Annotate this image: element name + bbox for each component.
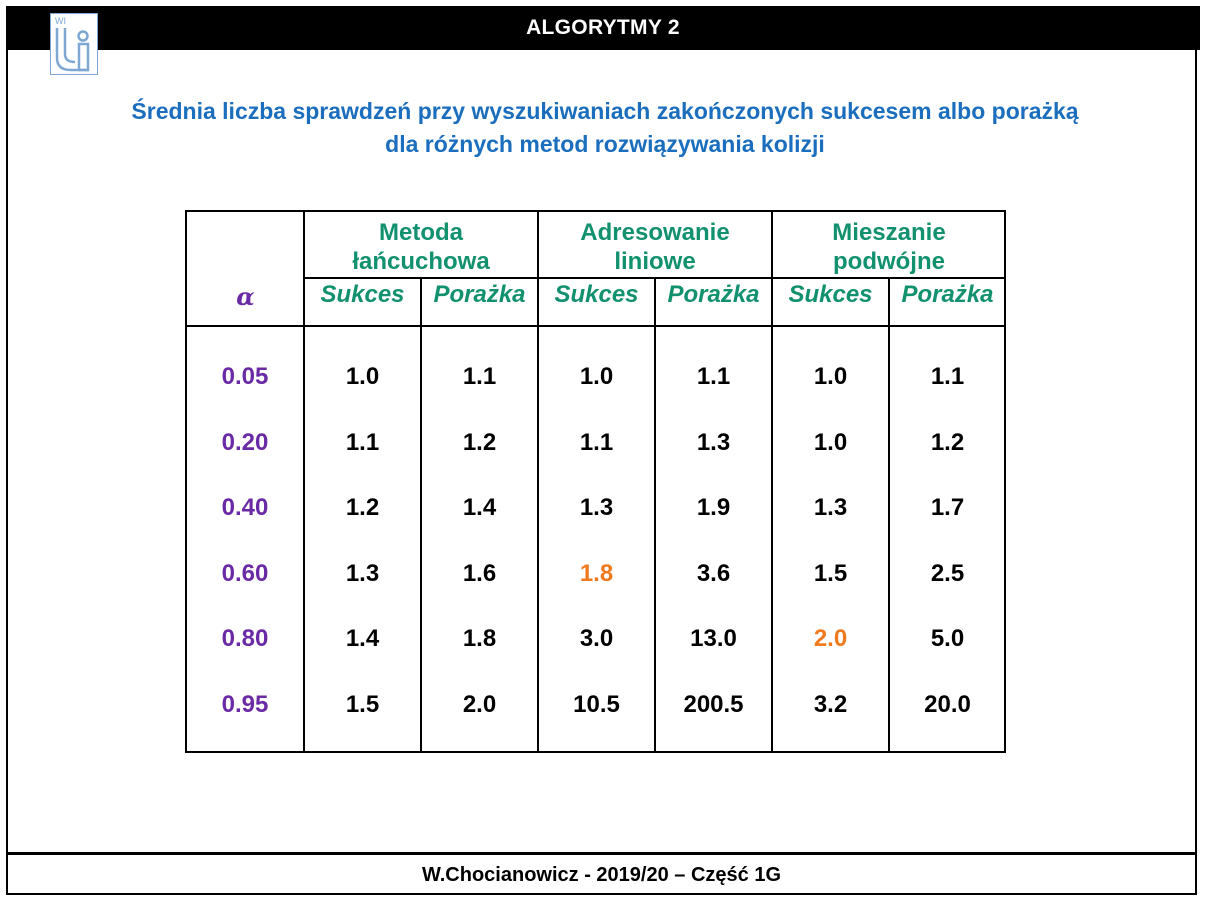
table-cell: 1.5 bbox=[345, 690, 380, 718]
group-header-line: podwójne bbox=[833, 248, 945, 275]
table-cell: 1.1 bbox=[930, 363, 965, 390]
subheader-failure: Porażka bbox=[433, 281, 526, 308]
table-cell: 1.1 bbox=[579, 428, 614, 456]
table-cell: 1.2 bbox=[345, 494, 380, 521]
group-header-double-hashing: Mieszanie podwójne bbox=[773, 216, 1005, 278]
table-divider bbox=[771, 212, 773, 751]
table-cell: 1.4 bbox=[462, 494, 497, 521]
alpha-value: 0.40 bbox=[221, 494, 269, 521]
slide-subtitle: Średnia liczba sprawdzeń przy wyszukiwan… bbox=[20, 95, 1190, 161]
table-cell: 1.1 bbox=[345, 428, 380, 456]
table-divider bbox=[187, 325, 1004, 327]
table-cell: 1.0 bbox=[813, 428, 848, 456]
table-cell: 1.0 bbox=[579, 363, 614, 390]
table-cell: 1.7 bbox=[930, 494, 965, 521]
table-cell: 13.0 bbox=[690, 625, 737, 652]
logo-text: WI bbox=[55, 16, 66, 26]
table-cell: 1.2 bbox=[930, 428, 965, 456]
slide-header-title: ALGORYTMY 2 bbox=[526, 16, 680, 39]
table-cell: 1.8 bbox=[579, 559, 614, 587]
table-cell: 5.0 bbox=[930, 625, 965, 652]
table-divider bbox=[537, 212, 539, 751]
table-cell: 1.5 bbox=[813, 559, 848, 587]
wi-logo: WI bbox=[50, 13, 98, 75]
alpha-header: α bbox=[236, 282, 255, 311]
alpha-value: 0.80 bbox=[221, 625, 269, 652]
table-divider bbox=[303, 277, 1006, 279]
subtitle-line-1: Średnia liczba sprawdzeń przy wyszukiwan… bbox=[131, 98, 1079, 124]
table-cell: 1.3 bbox=[696, 428, 731, 456]
alpha-value: 0.60 bbox=[221, 559, 269, 587]
table-cell: 1.4 bbox=[345, 625, 380, 652]
table-cell: 1.6 bbox=[462, 559, 497, 587]
group-header-linear-probing: Adresowanie liniowe bbox=[539, 216, 771, 278]
footer-text: W.Chocianowicz - 2019/20 – Część 1G bbox=[421, 863, 782, 886]
table-cell: 200.5 bbox=[683, 690, 744, 718]
group-header-line: łańcuchowa bbox=[352, 248, 490, 275]
table-divider bbox=[888, 278, 890, 751]
group-header-line: Metoda bbox=[379, 219, 463, 246]
subheader-success: Sukces bbox=[320, 281, 405, 308]
table-cell: 1.8 bbox=[462, 625, 497, 652]
alpha-value: 0.20 bbox=[221, 428, 269, 456]
group-header-chaining: Metoda łańcuchowa bbox=[305, 216, 537, 278]
table-cell: 10.5 bbox=[573, 690, 620, 718]
group-header-line: Mieszanie bbox=[832, 219, 946, 246]
table-cell: 1.3 bbox=[813, 494, 848, 521]
table-cell: 1.0 bbox=[345, 363, 380, 390]
subheader-failure: Porażka bbox=[901, 281, 994, 308]
table-cell: 1.9 bbox=[696, 494, 731, 521]
group-header-line: Adresowanie bbox=[580, 219, 730, 246]
wi-logo-graphic: WI bbox=[55, 16, 90, 72]
subheader-success: Sukces bbox=[554, 281, 639, 308]
table-divider bbox=[420, 278, 422, 751]
table-cell: 1.1 bbox=[696, 363, 731, 390]
table-cell: 2.0 bbox=[462, 690, 497, 718]
subheader-success: Sukces bbox=[788, 281, 873, 308]
table-cell: 20.0 bbox=[924, 690, 971, 718]
table-divider bbox=[303, 212, 305, 751]
footer-bar: W.Chocianowicz - 2019/20 – Część 1G bbox=[6, 852, 1197, 895]
header-bar: ALGORYTMY 2 bbox=[6, 6, 1200, 50]
table-cell: 1.1 bbox=[462, 363, 497, 390]
slide-frame bbox=[6, 6, 1197, 895]
table-cell: 3.6 bbox=[696, 559, 731, 587]
alpha-value: 0.05 bbox=[221, 363, 269, 390]
table-cell: 3.2 bbox=[813, 690, 848, 718]
table-cell: 1.2 bbox=[462, 428, 497, 456]
table-cell: 1.3 bbox=[579, 494, 614, 521]
table-cell: 2.0 bbox=[813, 625, 848, 652]
group-header-line: liniowe bbox=[614, 248, 696, 275]
table-cell: 1.3 bbox=[345, 559, 380, 587]
subheader-failure: Porażka bbox=[667, 281, 760, 308]
results-table: α Metoda łańcuchowa Adresowanie liniowe … bbox=[185, 210, 1006, 753]
table-cell: 2.5 bbox=[930, 559, 965, 587]
alpha-value: 0.95 bbox=[221, 690, 269, 718]
table-cell: 1.0 bbox=[813, 363, 848, 390]
table-cell: 3.0 bbox=[579, 625, 614, 652]
subtitle-line-2: dla różnych metod rozwiązywania kolizji bbox=[385, 131, 825, 157]
table-divider bbox=[654, 278, 656, 751]
